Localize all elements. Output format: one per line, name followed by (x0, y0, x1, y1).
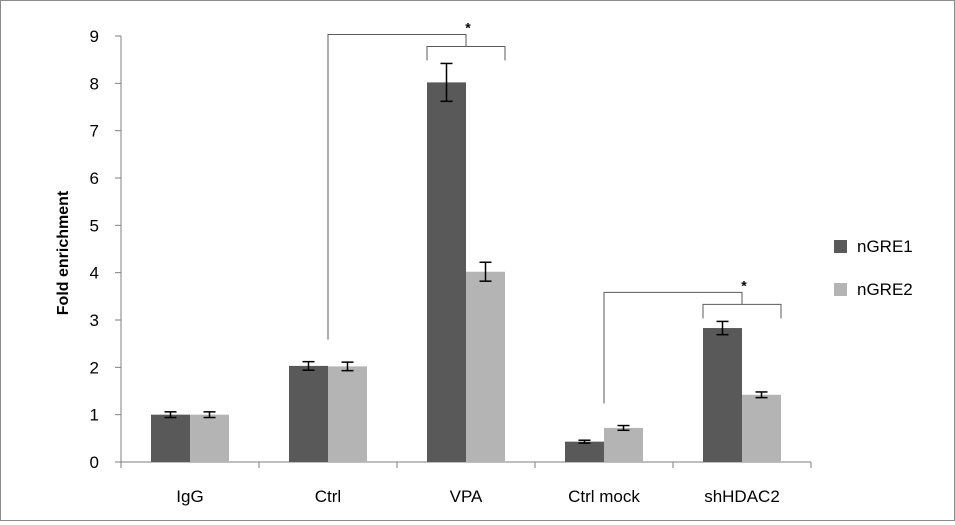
significance-bracket-inner (702, 303, 782, 319)
error-bars (164, 62, 768, 444)
x-category-label: Ctrl (315, 487, 341, 506)
x-category-label: IgG (176, 487, 203, 506)
bar (604, 427, 643, 462)
x-category-label: shHDAC2 (704, 487, 780, 506)
bar (151, 414, 190, 462)
legend: nGRE1 nGRE2 (834, 237, 913, 299)
significance-star: * (465, 19, 471, 35)
bar (742, 394, 781, 462)
significance-bracket-outer (603, 291, 743, 404)
bars (151, 82, 781, 463)
legend-label: nGRE1 (857, 237, 913, 256)
y-tick-label: 3 (90, 311, 99, 330)
bar (427, 82, 466, 463)
bar (328, 366, 367, 462)
bar (190, 414, 229, 462)
x-category-label: Ctrl mock (568, 487, 640, 506)
y-tick-label: 9 (90, 27, 99, 46)
y-tick-label: 5 (90, 216, 99, 235)
significance-star: * (741, 277, 747, 293)
x-axis: IgG Ctrl VPA Ctrl mock shHDAC2 (120, 461, 812, 506)
bar (703, 328, 742, 462)
significance-bracket-outer (327, 33, 467, 340)
legend-swatch (834, 283, 847, 296)
significance-annotations: ** (327, 19, 782, 404)
y-tick-label: 7 (90, 122, 99, 141)
y-axis-label: Fold enrichment (55, 190, 72, 315)
legend-label: nGRE2 (857, 280, 913, 299)
x-category-label: VPA (450, 487, 483, 506)
y-tick-label: 2 (90, 358, 99, 377)
y-tick-label: 4 (90, 264, 99, 283)
y-tick-label: 6 (90, 169, 99, 188)
y-axis: 0 1 2 3 4 5 6 7 8 9 (90, 27, 122, 472)
legend-swatch (834, 240, 847, 253)
y-tick-label: 1 (90, 406, 99, 425)
bar (466, 271, 505, 462)
y-tick-label: 8 (90, 74, 99, 93)
significance-bracket-inner (426, 45, 506, 61)
bar (289, 365, 328, 462)
y-tick-label: 0 (90, 453, 99, 472)
bar (565, 441, 604, 462)
